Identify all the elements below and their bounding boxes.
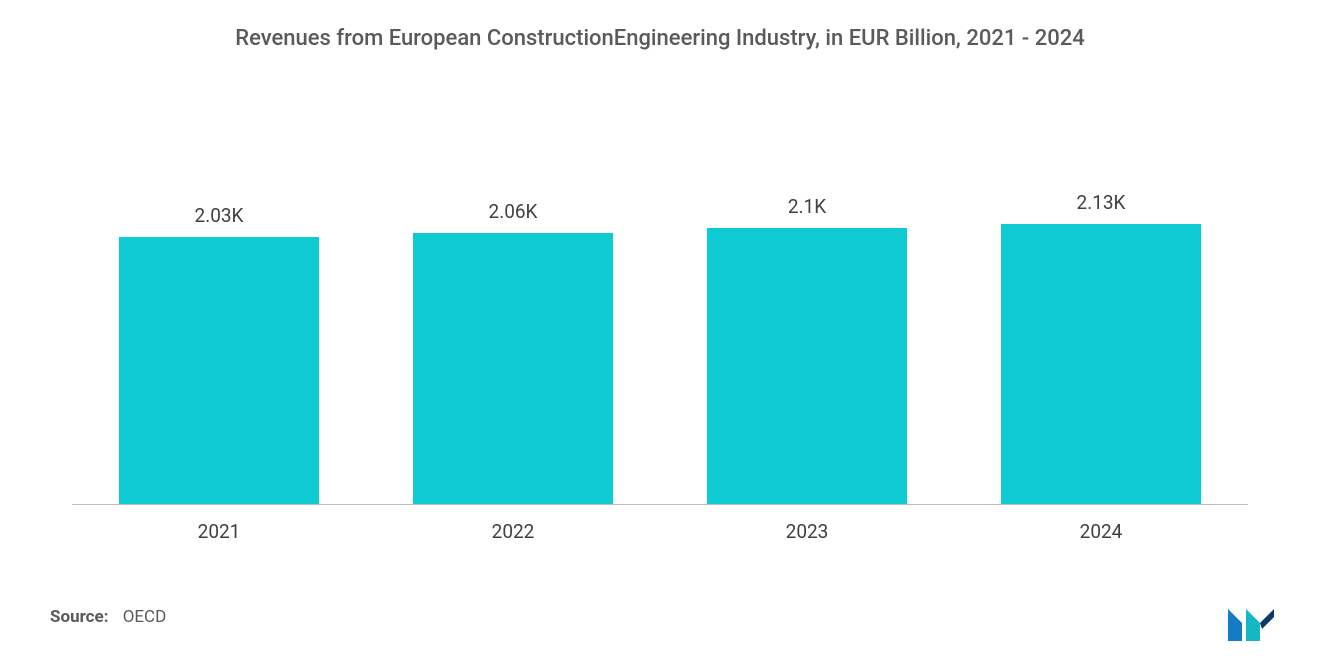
- bar-slot-1: 2.06K 2022: [366, 200, 660, 504]
- x-axis-label: 2023: [786, 520, 829, 543]
- bar: [413, 233, 613, 504]
- bar-slot-3: 2.13K 2024: [954, 191, 1248, 504]
- source-value: OECD: [123, 607, 167, 627]
- bar: [119, 237, 319, 504]
- x-axis-label: 2021: [198, 520, 241, 543]
- x-axis-label: 2022: [492, 520, 535, 543]
- source-attribution: Source: OECD: [50, 607, 166, 627]
- source-label: Source:: [50, 607, 108, 627]
- bar-slot-0: 2.03K 2021: [72, 204, 366, 504]
- bar: [1001, 224, 1201, 504]
- x-axis-label: 2024: [1080, 520, 1123, 543]
- chart-title: Revenues from European ConstructionEngin…: [0, 0, 1320, 51]
- bar-value-label: 2.13K: [1077, 191, 1126, 214]
- bar-value-label: 2.1K: [788, 195, 826, 218]
- brand-logo-icon: [1228, 603, 1286, 641]
- bar-value-label: 2.06K: [489, 200, 538, 223]
- bar: [707, 228, 907, 504]
- bar-chart: 2.03K 2021 2.06K 2022 2.1K 2023 2.13K 20…: [72, 215, 1248, 505]
- bar-slot-2: 2.1K 2023: [660, 195, 954, 504]
- bar-value-label: 2.03K: [195, 204, 244, 227]
